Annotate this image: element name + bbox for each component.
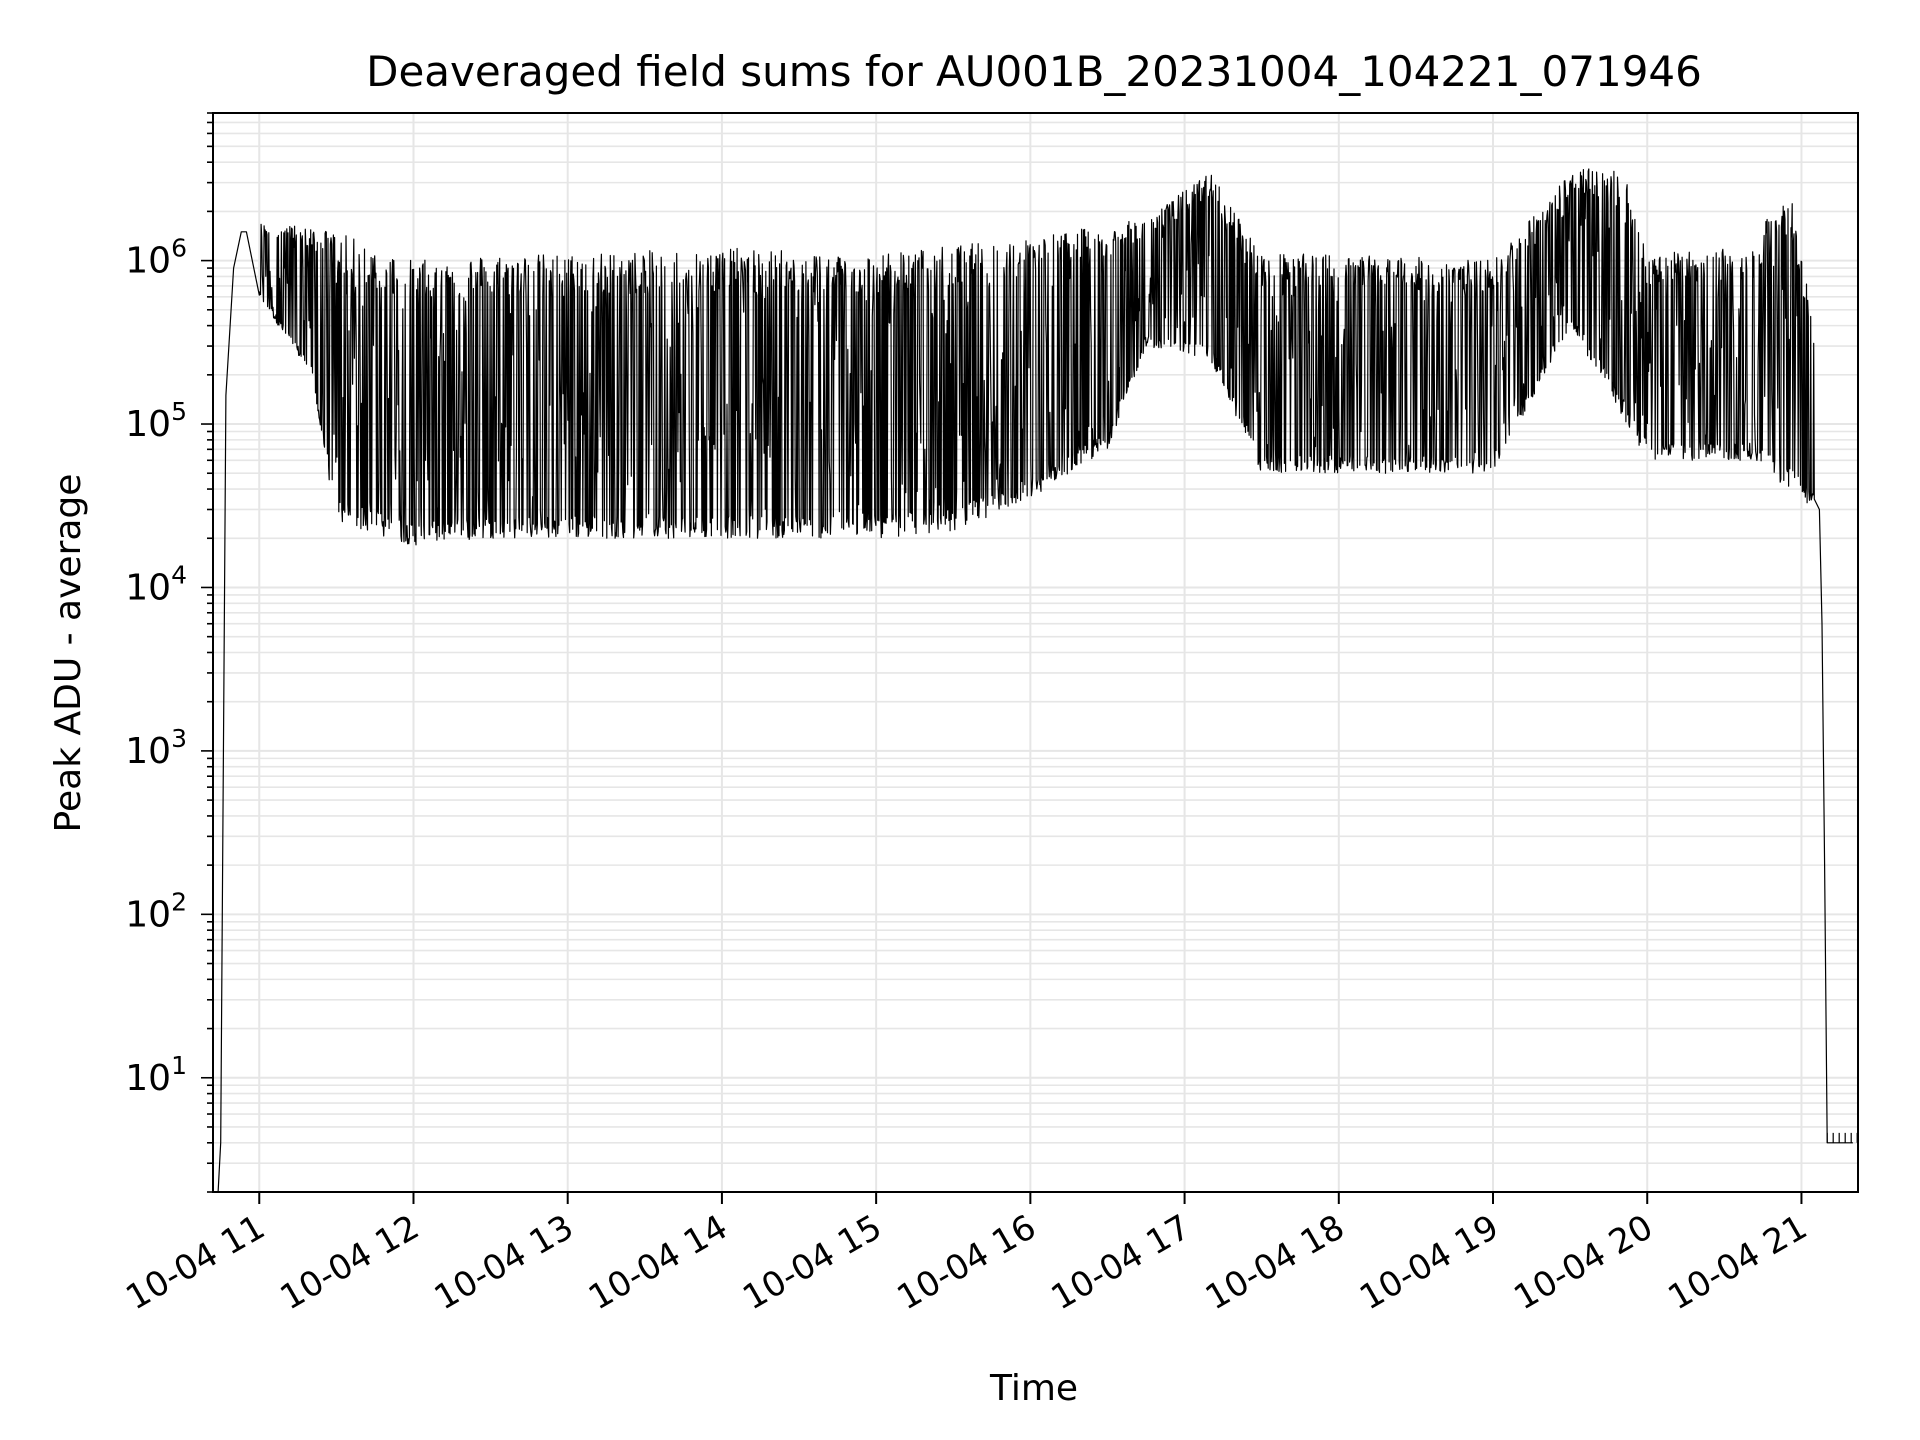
y-tick-label: 106: [125, 234, 187, 282]
y-tick-label: 102: [125, 887, 187, 935]
y-tick-label: 103: [125, 724, 187, 772]
y-axis-ticks: 101 102 103 104 105 106: [125, 112, 213, 1193]
y-axis-label: Peak ADU - average: [48, 474, 89, 833]
y-tick-label: 101: [125, 1051, 187, 1099]
series-tail: [1826, 1132, 1858, 1143]
chart-title: Deaveraged field sums for AU001B_2023100…: [366, 47, 1702, 96]
y-tick-label: 105: [125, 397, 187, 445]
series-line: [217, 168, 1853, 1192]
y-tick-label: 104: [125, 560, 187, 608]
plot-data: [217, 168, 1858, 1192]
x-axis-label: Time: [989, 1368, 1078, 1409]
grid: [213, 112, 1858, 1193]
